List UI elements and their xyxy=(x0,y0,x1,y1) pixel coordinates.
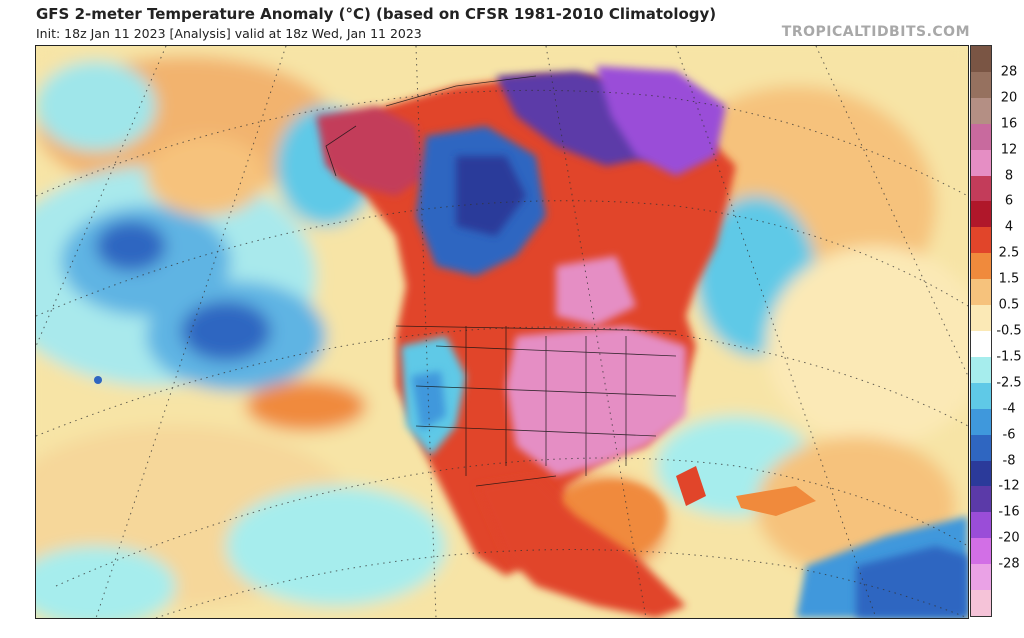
colorbar-tick-label: -16 xyxy=(998,504,1020,520)
colorbar-tick-label: -20 xyxy=(998,530,1020,546)
colorbar-segment xyxy=(971,71,991,99)
colorbar-segment xyxy=(971,253,991,280)
colorbar-segment xyxy=(971,460,991,487)
colorbar-segment xyxy=(971,382,991,410)
colorbar-segment xyxy=(971,227,991,254)
colorbar-tick-label: -8 xyxy=(1002,453,1016,469)
anomaly-map xyxy=(35,45,969,619)
colorbar-segment xyxy=(971,408,991,436)
colorbar-tick-label: 8 xyxy=(1004,168,1014,184)
colorbar-tick-label: -0.5 xyxy=(996,323,1022,339)
colorbar-segment xyxy=(971,46,991,73)
colorbar-tick-label: 6 xyxy=(1004,193,1014,209)
colorbar-tick-label: 20 xyxy=(1000,90,1018,106)
colorbar-segment xyxy=(971,356,991,384)
colorbar-tick-label: -12 xyxy=(998,478,1020,494)
colorbar-tick-label: -2.5 xyxy=(996,375,1022,391)
colorbar-tick-label: 2.5 xyxy=(998,245,1020,261)
colorbar-segment xyxy=(971,512,991,539)
colorbar-segment xyxy=(971,149,991,177)
chart-title: GFS 2-meter Temperature Anomaly (°C) (ba… xyxy=(36,5,717,23)
colorbar xyxy=(970,45,992,617)
colorbar-tick-label: 12 xyxy=(1000,142,1018,158)
colorbar-tick-label: 4 xyxy=(1004,219,1014,235)
colorbar-tick-label: 16 xyxy=(1000,116,1018,132)
colorbar-segment xyxy=(971,331,991,358)
colorbar-segment xyxy=(971,564,991,591)
political-boundaries xyxy=(325,75,677,487)
colorbar-segment xyxy=(971,175,991,202)
colorbar-tick-label: -4 xyxy=(1002,401,1016,417)
colorbar-segment xyxy=(971,590,991,617)
map-canvas xyxy=(36,46,968,618)
graticule xyxy=(36,46,968,618)
run-info: Init: 18z Jan 11 2023 [Analysis] valid a… xyxy=(36,26,422,41)
brand-watermark[interactable]: TROPICALTIDBITS.COM xyxy=(781,24,970,40)
colorbar-segment xyxy=(971,486,991,513)
colorbar-tick-label: 28 xyxy=(1000,64,1018,80)
colorbar-segment xyxy=(971,434,991,462)
colorbar-tick-label: -28 xyxy=(998,556,1020,572)
colorbar-tick-label: -1.5 xyxy=(996,349,1022,365)
colorbar-segment xyxy=(971,305,991,332)
colorbar-segment xyxy=(971,279,991,306)
colorbar-segment xyxy=(971,538,991,565)
colorbar-segment xyxy=(971,201,991,228)
colorbar-segment xyxy=(971,123,991,151)
colorbar-tick-label: 1.5 xyxy=(998,271,1020,287)
land-anomaly-field xyxy=(94,66,968,618)
colorbar-tick-label: 0.5 xyxy=(998,297,1020,313)
colorbar-tick-label: -6 xyxy=(1002,427,1016,443)
colorbar-segment xyxy=(971,97,991,125)
